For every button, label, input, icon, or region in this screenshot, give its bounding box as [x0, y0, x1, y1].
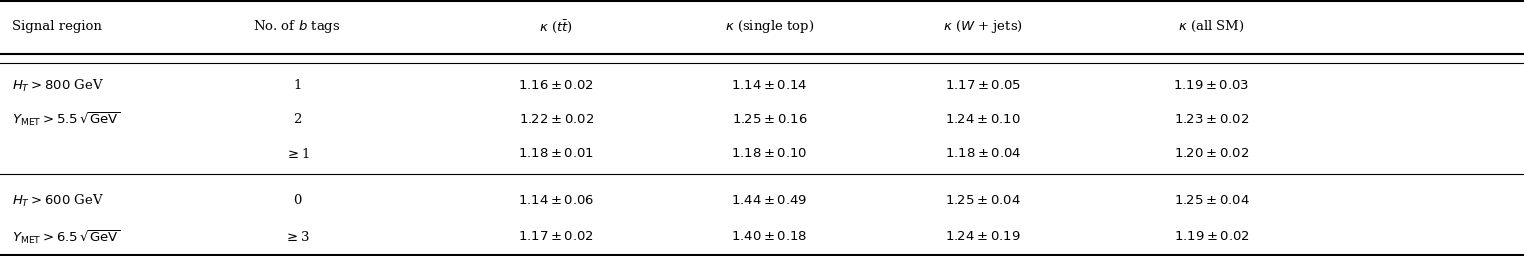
Text: $\kappa$ ($t\bar{t}$): $\kappa$ ($t\bar{t}$) — [539, 18, 573, 35]
Text: $1.24 \pm 0.19$: $1.24 \pm 0.19$ — [945, 230, 1021, 243]
Text: $1.24 \pm 0.10$: $1.24 \pm 0.10$ — [945, 113, 1021, 125]
Text: $1.14 \pm 0.14$: $1.14 \pm 0.14$ — [732, 79, 808, 92]
Text: $Y_{\mathrm{MET}} > 5.5\,\sqrt{\mathrm{GeV}}$: $Y_{\mathrm{MET}} > 5.5\,\sqrt{\mathrm{G… — [12, 110, 120, 128]
Text: $1.25 \pm 0.04$: $1.25 \pm 0.04$ — [1173, 195, 1250, 207]
Text: $1.40 \pm 0.18$: $1.40 \pm 0.18$ — [732, 230, 808, 243]
Text: Signal region: Signal region — [12, 20, 102, 33]
Text: $1.23 \pm 0.02$: $1.23 \pm 0.02$ — [1173, 113, 1250, 125]
Text: $1.25 \pm 0.16$: $1.25 \pm 0.16$ — [732, 113, 808, 125]
Text: $\kappa$ (single top): $\kappa$ (single top) — [725, 18, 814, 35]
Text: $1.20 \pm 0.02$: $1.20 \pm 0.02$ — [1173, 147, 1250, 160]
Text: No. of $b$ tags: No. of $b$ tags — [253, 18, 341, 35]
Text: $1.17 \pm 0.05$: $1.17 \pm 0.05$ — [945, 79, 1021, 92]
Text: $1.44 \pm 0.49$: $1.44 \pm 0.49$ — [732, 195, 808, 207]
Text: $1.18 \pm 0.10$: $1.18 \pm 0.10$ — [732, 147, 808, 160]
Text: $1.19 \pm 0.02$: $1.19 \pm 0.02$ — [1173, 230, 1250, 243]
Text: $1.18 \pm 0.04$: $1.18 \pm 0.04$ — [945, 147, 1021, 160]
Text: 0: 0 — [293, 195, 302, 207]
Text: $1.17 \pm 0.02$: $1.17 \pm 0.02$ — [518, 230, 594, 243]
Text: $1.22 \pm 0.02$: $1.22 \pm 0.02$ — [518, 113, 594, 125]
Text: $\geq$3: $\geq$3 — [285, 230, 309, 244]
Text: 2: 2 — [293, 113, 302, 125]
Text: 1: 1 — [293, 79, 302, 92]
Text: $1.18 \pm 0.01$: $1.18 \pm 0.01$ — [518, 147, 594, 160]
Text: $1.25 \pm 0.04$: $1.25 \pm 0.04$ — [945, 195, 1021, 207]
Text: $H_T > 800$ GeV: $H_T > 800$ GeV — [12, 78, 104, 94]
Text: $1.16 \pm 0.02$: $1.16 \pm 0.02$ — [518, 79, 594, 92]
Text: $\kappa$ ($W$ + jets): $\kappa$ ($W$ + jets) — [943, 18, 1023, 35]
Text: $Y_{\mathrm{MET}} > 6.5\,\sqrt{\mathrm{GeV}}$: $Y_{\mathrm{MET}} > 6.5\,\sqrt{\mathrm{G… — [12, 228, 120, 246]
Text: $1.19 \pm 0.03$: $1.19 \pm 0.03$ — [1173, 79, 1250, 92]
Text: $\kappa$ (all SM): $\kappa$ (all SM) — [1178, 19, 1245, 34]
Text: $1.14 \pm 0.06$: $1.14 \pm 0.06$ — [518, 195, 594, 207]
Text: $H_T > 600$ GeV: $H_T > 600$ GeV — [12, 193, 104, 209]
Text: $\geq$1: $\geq$1 — [285, 147, 309, 161]
